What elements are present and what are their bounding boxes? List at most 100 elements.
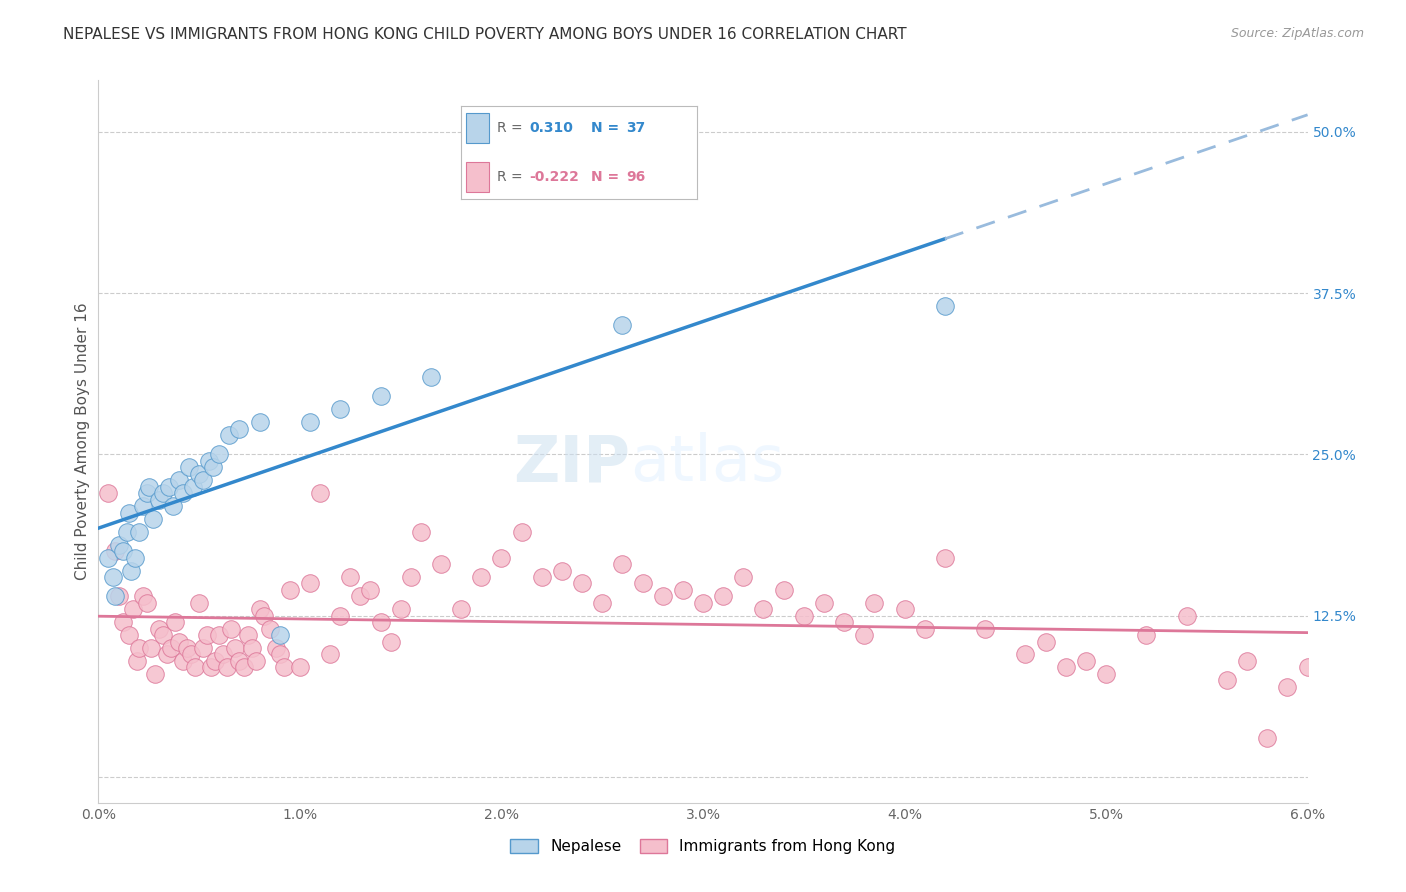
Point xyxy=(1054,660,1077,674)
Text: ZIP: ZIP xyxy=(513,433,630,494)
Point xyxy=(224,640,246,655)
Point xyxy=(253,608,276,623)
Point xyxy=(156,648,179,662)
Point xyxy=(813,596,835,610)
Point xyxy=(420,370,443,384)
Point xyxy=(128,640,150,655)
Point xyxy=(111,615,134,630)
Point xyxy=(1074,654,1097,668)
Point xyxy=(142,512,165,526)
Point xyxy=(204,654,226,668)
Point xyxy=(752,602,775,616)
Text: atlas: atlas xyxy=(630,433,785,494)
Point xyxy=(180,648,202,662)
Point xyxy=(228,422,250,436)
Point xyxy=(103,544,125,558)
Point xyxy=(97,550,120,565)
Point xyxy=(152,628,174,642)
Point xyxy=(132,590,155,604)
Point xyxy=(157,480,180,494)
Point xyxy=(202,460,225,475)
Point xyxy=(329,608,352,623)
Point xyxy=(863,596,886,610)
Point xyxy=(631,576,654,591)
Point xyxy=(184,660,207,674)
Point xyxy=(1095,666,1118,681)
Point xyxy=(148,492,170,507)
Point xyxy=(193,473,215,487)
Point xyxy=(309,486,332,500)
Text: NEPALESE VS IMMIGRANTS FROM HONG KONG CHILD POVERTY AMONG BOYS UNDER 16 CORRELAT: NEPALESE VS IMMIGRANTS FROM HONG KONG CH… xyxy=(63,27,907,42)
Point xyxy=(135,596,157,610)
Point xyxy=(249,602,271,616)
Point xyxy=(124,550,146,565)
Point xyxy=(125,654,148,668)
Point xyxy=(259,622,281,636)
Point xyxy=(269,648,291,662)
Point xyxy=(160,640,183,655)
Point xyxy=(1277,680,1299,694)
Point xyxy=(264,640,287,655)
Point xyxy=(612,318,634,333)
Point xyxy=(934,299,956,313)
Point xyxy=(269,628,291,642)
Point xyxy=(612,557,634,571)
Point xyxy=(399,570,422,584)
Point xyxy=(733,570,755,584)
Point xyxy=(152,486,174,500)
Point xyxy=(329,402,352,417)
Point xyxy=(370,389,392,403)
Point xyxy=(208,628,231,642)
Legend: Nepalese, Immigrants from Hong Kong: Nepalese, Immigrants from Hong Kong xyxy=(505,833,901,860)
Point xyxy=(120,564,142,578)
Point xyxy=(179,460,201,475)
Point xyxy=(111,544,134,558)
Point xyxy=(198,454,221,468)
Point xyxy=(288,660,311,674)
Point xyxy=(360,582,382,597)
Point xyxy=(772,582,794,597)
Point xyxy=(934,550,956,565)
Point xyxy=(249,415,271,429)
Point xyxy=(651,590,673,604)
Point xyxy=(181,480,204,494)
Point xyxy=(1256,731,1278,746)
Point xyxy=(389,602,412,616)
Point xyxy=(450,602,472,616)
Point xyxy=(132,499,155,513)
Point xyxy=(97,486,120,500)
Point xyxy=(236,628,259,642)
Point xyxy=(245,654,267,668)
Point xyxy=(974,622,997,636)
Point xyxy=(1014,648,1036,662)
Point xyxy=(232,660,254,674)
Point xyxy=(470,570,492,584)
Point xyxy=(571,576,593,591)
Point xyxy=(217,660,239,674)
Point xyxy=(167,634,190,648)
Point xyxy=(167,473,190,487)
Point xyxy=(121,602,143,616)
Point xyxy=(793,608,815,623)
Point xyxy=(278,582,301,597)
Point xyxy=(212,648,235,662)
Point xyxy=(339,570,361,584)
Point xyxy=(101,570,124,584)
Point xyxy=(349,590,371,604)
Point xyxy=(107,590,129,604)
Point xyxy=(128,524,150,539)
Point xyxy=(591,596,613,610)
Point xyxy=(135,486,157,500)
Point xyxy=(893,602,915,616)
Point xyxy=(172,654,194,668)
Point xyxy=(370,615,392,630)
Point xyxy=(221,622,243,636)
Point xyxy=(530,570,553,584)
Point xyxy=(672,582,695,597)
Point xyxy=(1035,634,1057,648)
Point xyxy=(115,524,138,539)
Point xyxy=(711,590,734,604)
Point xyxy=(143,666,166,681)
Point xyxy=(118,628,141,642)
Point xyxy=(832,615,855,630)
